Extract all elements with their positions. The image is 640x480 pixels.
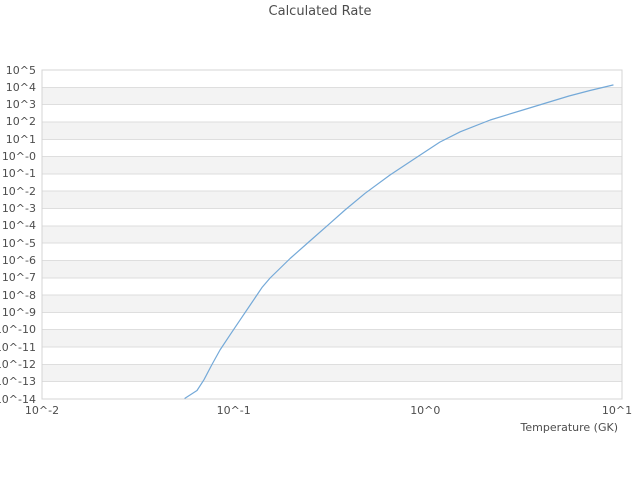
grid-band [42, 156, 622, 174]
x-tick-label: 10^-1 [216, 404, 251, 417]
grid-band [42, 295, 622, 313]
grid-band [42, 191, 622, 209]
grid-band [42, 225, 622, 244]
y-tick-label: 10^-14 [0, 392, 36, 406]
y-tick-label: 10^-11 [0, 340, 36, 354]
y-tick-label: 10^-9 [1, 305, 36, 319]
x-tick-label: 10^-2 [24, 404, 60, 417]
y-tick-label: 10^-13 [0, 375, 36, 389]
y-tick-label: 10^-0 [1, 150, 36, 164]
grid-band [42, 329, 622, 348]
y-tick-label: 10^-10 [0, 323, 36, 337]
y-tick-label: 10^-2 [1, 184, 36, 198]
grid-band [42, 121, 622, 140]
grid-band [42, 364, 622, 382]
chart-title: Calculated Rate [268, 4, 372, 19]
grid-band [42, 260, 622, 278]
plot-border [41, 69, 623, 400]
y-tick-label: 10^-5 [1, 236, 36, 250]
y-tick-label: 10^-6 [1, 254, 36, 267]
rate-curve [184, 84, 614, 399]
x-tick-label: 10^0 [410, 404, 441, 417]
y-tick-label: 10^1 [5, 132, 36, 146]
y-tick-label: 10^-12 [0, 357, 36, 371]
y-tick-label: 10^-8 [1, 288, 36, 302]
x-axis-title: Temperature (GK) [520, 421, 619, 434]
y-tick-label: 10^-7 [1, 271, 36, 285]
y-tick-label: 10^3 [5, 98, 36, 112]
y-tick-label: 10^4 [5, 80, 36, 94]
y-tick-label: 10^2 [5, 115, 36, 129]
grid-band [42, 87, 622, 105]
y-tick-label: 10^-1 [1, 167, 36, 181]
x-tick-label: 10^1 [601, 404, 633, 417]
y-tick-label: 10^-3 [1, 202, 36, 215]
y-tick-label: 10^-4 [1, 219, 36, 233]
y-tick-label: 10^5 [5, 63, 36, 77]
